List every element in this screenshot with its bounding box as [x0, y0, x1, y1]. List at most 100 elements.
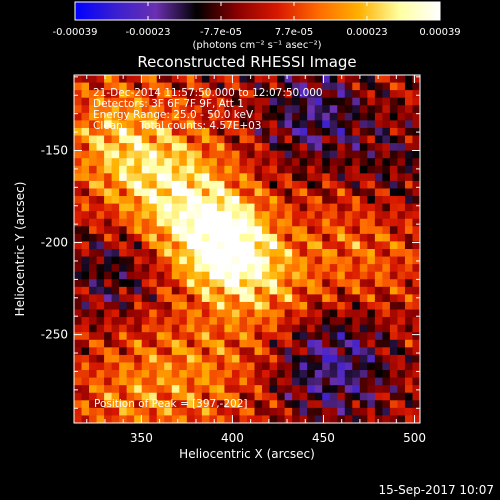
- heatmap-cell: [247, 135, 255, 144]
- heatmap-cell: [262, 127, 270, 136]
- heatmap-cell: [156, 256, 165, 265]
- heatmap-cell: [337, 309, 346, 318]
- heatmap-cell: [382, 392, 391, 401]
- heatmap-cell: [337, 362, 346, 371]
- heatmap-cell: [216, 150, 225, 159]
- heatmap-cell: [374, 82, 383, 91]
- heatmap-cell: [111, 188, 120, 197]
- heatmap-cell: [194, 377, 203, 386]
- heatmap-cell: [111, 415, 120, 423]
- heatmap-cell: [126, 407, 135, 416]
- heatmap-cell: [397, 354, 406, 363]
- heatmap-cell: [231, 286, 240, 295]
- heatmap-cell: [186, 294, 195, 303]
- heatmap-cell: [254, 196, 263, 205]
- heatmap-cell: [156, 165, 165, 174]
- heatmap-cell: [194, 135, 203, 144]
- heatmap-cell: [389, 347, 398, 356]
- heatmap-cell: [292, 362, 301, 371]
- heatmap-cell: [374, 180, 383, 189]
- heatmap-cell: [216, 400, 225, 409]
- heatmap-cell: [299, 385, 308, 394]
- heatmap-cell: [231, 309, 240, 318]
- heatmap-cell: [164, 332, 173, 341]
- heatmap-cell: [322, 97, 331, 106]
- heatmap-cell: [216, 203, 225, 212]
- heatmap-cell: [216, 377, 225, 386]
- heatmap-cell: [254, 347, 263, 356]
- heatmap-cell: [412, 271, 420, 280]
- heatmap-cell: [231, 347, 240, 356]
- heatmap-cell: [277, 301, 286, 310]
- heatmap-cell: [359, 249, 368, 257]
- heatmap-cell: [262, 211, 270, 220]
- heatmap-cell: [262, 339, 270, 348]
- heatmap-cell: [352, 143, 361, 152]
- heatmap-cell: [156, 347, 165, 356]
- heatmap-cell: [262, 75, 270, 83]
- heatmap-cell: [89, 158, 97, 167]
- heatmap-cell: [254, 150, 263, 159]
- heatmap-cell: [337, 392, 346, 401]
- heatmap-cell: [284, 226, 293, 235]
- heatmap-cell: [404, 354, 413, 363]
- heatmap-cell: [314, 385, 323, 394]
- colorbar-tick-label: 7.7e-05: [275, 27, 313, 38]
- heatmap-cell: [126, 415, 135, 423]
- heatmap-cell: [149, 294, 158, 303]
- heatmap-cell: [344, 317, 353, 326]
- heatmap-cell: [254, 105, 263, 114]
- heatmap-cell: [299, 241, 308, 250]
- heatmap-cell: [314, 127, 323, 136]
- heatmap-cell: [344, 309, 353, 318]
- heatmap-cell: [74, 196, 82, 205]
- heatmap-cell: [314, 218, 323, 227]
- heatmap-cell: [397, 158, 406, 167]
- heatmap-cell: [374, 362, 383, 371]
- heatmap-cell: [367, 158, 376, 167]
- heatmap-cell: [284, 377, 293, 386]
- heatmap-cell: [201, 180, 210, 189]
- heatmap-cell: [299, 317, 308, 326]
- heatmap-cell: [81, 301, 90, 310]
- heatmap-cell: [269, 188, 278, 197]
- heatmap-cell: [111, 196, 120, 205]
- heatmap-cell: [337, 301, 346, 310]
- heatmap-cell: [277, 226, 286, 235]
- heatmap-cell: [337, 120, 346, 129]
- heatmap-cell: [299, 301, 308, 310]
- heatmap-cell: [104, 75, 113, 83]
- heatmap-cell: [111, 233, 120, 242]
- heatmap-cell: [389, 400, 398, 409]
- heatmap-cell: [314, 165, 323, 174]
- heatmap-cell: [292, 279, 301, 288]
- heatmap-cell: [119, 301, 128, 310]
- heatmap-cell: [277, 264, 286, 273]
- heatmap-cell: [81, 233, 90, 242]
- heatmap-cell: [412, 112, 420, 121]
- heatmap-cell: [277, 127, 286, 136]
- heatmap-cell: [299, 211, 308, 220]
- heatmap-cell: [292, 143, 301, 152]
- heatmap-cell: [367, 165, 376, 174]
- heatmap-cell: [247, 211, 255, 220]
- heatmap-cell: [239, 271, 248, 280]
- heatmap-cell: [254, 90, 263, 99]
- heatmap-cell: [329, 226, 338, 235]
- heatmap-cell: [141, 188, 150, 197]
- heatmap-cell: [216, 354, 225, 363]
- heatmap-cell: [96, 317, 105, 326]
- heatmap-cell: [194, 218, 203, 227]
- heatmap-cell: [111, 317, 120, 326]
- heatmap-cell: [262, 82, 270, 91]
- heatmap-cell: [412, 324, 420, 333]
- heatmap-cell: [209, 392, 218, 401]
- heatmap-cell: [359, 279, 368, 288]
- heatmap-cell: [104, 392, 113, 401]
- heatmap-cell: [89, 127, 97, 136]
- heatmap-cell: [254, 143, 263, 152]
- heatmap-cell: [111, 120, 120, 129]
- heatmap-cell: [374, 309, 383, 318]
- heatmap-cell: [352, 112, 361, 121]
- heatmap-cell: [239, 120, 248, 129]
